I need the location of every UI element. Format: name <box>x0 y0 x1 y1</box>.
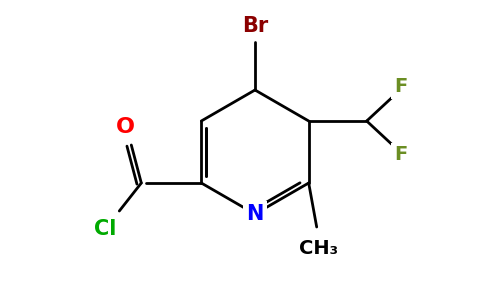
Text: CH₃: CH₃ <box>299 239 338 259</box>
Text: F: F <box>394 77 408 97</box>
Text: N: N <box>246 204 264 224</box>
Text: Cl: Cl <box>94 219 117 239</box>
Text: F: F <box>394 146 408 164</box>
Text: Br: Br <box>242 16 268 36</box>
Text: O: O <box>116 117 135 137</box>
